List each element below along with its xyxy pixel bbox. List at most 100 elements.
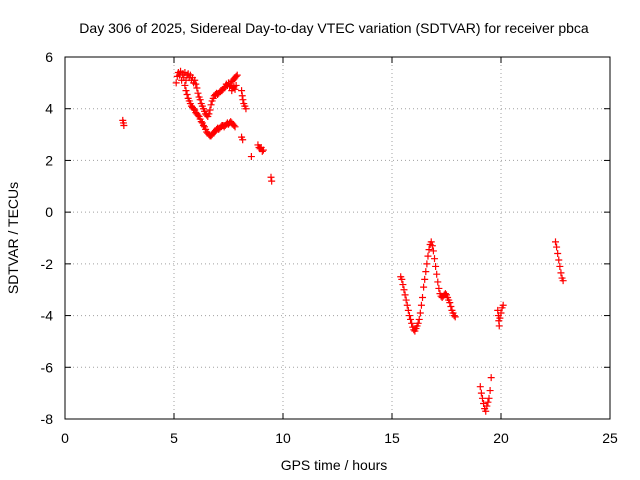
y-tick-label: 4	[45, 101, 53, 117]
data-point	[197, 118, 205, 126]
data-point	[429, 247, 437, 255]
x-tick-label: 0	[61, 430, 69, 446]
data-point	[417, 301, 425, 309]
data-point	[239, 96, 247, 104]
data-point	[495, 322, 503, 330]
data-point	[423, 260, 431, 268]
data-point	[238, 92, 246, 100]
data-point	[416, 309, 424, 317]
data-point	[420, 283, 428, 291]
data-point	[446, 299, 454, 307]
x-tick-label: 10	[275, 430, 291, 446]
data-points	[119, 67, 567, 415]
data-point	[552, 238, 559, 246]
x-axis-label: GPS time / hours	[281, 457, 388, 473]
data-point	[497, 309, 505, 317]
data-point	[242, 105, 250, 113]
data-point	[555, 256, 563, 264]
data-point	[231, 123, 239, 131]
data-point	[484, 398, 492, 406]
data-point	[414, 319, 422, 327]
y-tick-labels: -8 -6 -4 -2 0 2 4 6	[41, 49, 54, 427]
y-tick-label: -6	[41, 359, 54, 375]
data-point	[191, 76, 199, 84]
data-point	[559, 277, 567, 285]
data-point	[182, 87, 190, 95]
data-point	[120, 122, 128, 130]
data-point	[478, 394, 486, 402]
chart-title: Day 306 of 2025, Sidereal Day-to-day VTE…	[79, 20, 589, 36]
axis-ticks	[64, 56, 611, 420]
data-point	[419, 293, 427, 301]
y-tick-label: 0	[45, 204, 53, 220]
grid	[65, 57, 610, 419]
data-point	[404, 306, 412, 314]
data-point	[432, 262, 440, 270]
data-point	[258, 147, 266, 155]
data-point	[556, 262, 564, 270]
data-point	[247, 153, 255, 161]
data-point	[403, 301, 411, 309]
data-point	[427, 238, 435, 246]
data-point	[231, 85, 239, 93]
data-point	[207, 101, 215, 109]
data-point	[476, 383, 484, 391]
data-point	[433, 270, 441, 278]
data-point	[181, 81, 189, 89]
y-tick-label: -4	[41, 308, 54, 324]
data-point	[199, 122, 207, 130]
data-point	[239, 136, 247, 144]
data-point	[190, 105, 198, 113]
data-point	[408, 319, 416, 327]
data-point	[486, 387, 494, 395]
data-point	[401, 291, 409, 299]
data-point	[451, 313, 459, 321]
data-point	[399, 281, 407, 289]
y-tick-label: -8	[41, 411, 54, 427]
data-point	[230, 122, 238, 130]
data-point	[405, 312, 413, 320]
data-point	[193, 84, 201, 92]
data-point	[192, 80, 200, 88]
y-tick-label: 6	[45, 49, 53, 65]
data-point	[499, 301, 507, 309]
data-point	[424, 252, 432, 260]
data-point	[206, 106, 214, 114]
data-point	[450, 312, 458, 320]
data-point	[194, 89, 202, 97]
data-point	[233, 71, 241, 79]
data-point	[441, 290, 449, 298]
data-point	[194, 111, 202, 119]
data-point	[485, 394, 493, 402]
y-tick-label: -2	[41, 256, 54, 272]
data-point	[400, 286, 408, 294]
x-tick-labels: 0 5 10 15 20 25	[61, 430, 618, 446]
data-point	[232, 72, 240, 80]
data-point	[183, 90, 191, 98]
x-tick-label: 25	[602, 430, 618, 446]
data-point	[447, 303, 455, 311]
x-tick-label: 5	[170, 430, 178, 446]
data-point	[398, 275, 406, 283]
data-point	[232, 81, 240, 89]
x-tick-label: 15	[384, 430, 400, 446]
data-point	[483, 402, 491, 410]
data-point	[487, 374, 495, 382]
data-point	[482, 407, 490, 415]
data-point	[431, 255, 439, 263]
plot-frame	[64, 56, 611, 420]
data-point	[267, 173, 275, 181]
y-axis-label: SDTVAR / TECUs	[5, 182, 21, 294]
data-point	[415, 315, 423, 323]
data-point	[259, 146, 267, 154]
data-point	[435, 284, 443, 292]
data-point	[434, 278, 442, 286]
data-point	[557, 269, 565, 277]
data-point	[422, 268, 430, 276]
y-tick-label: 2	[45, 152, 53, 168]
data-point	[205, 110, 213, 118]
data-point	[425, 246, 433, 254]
data-point	[428, 242, 436, 250]
data-point	[496, 314, 504, 322]
